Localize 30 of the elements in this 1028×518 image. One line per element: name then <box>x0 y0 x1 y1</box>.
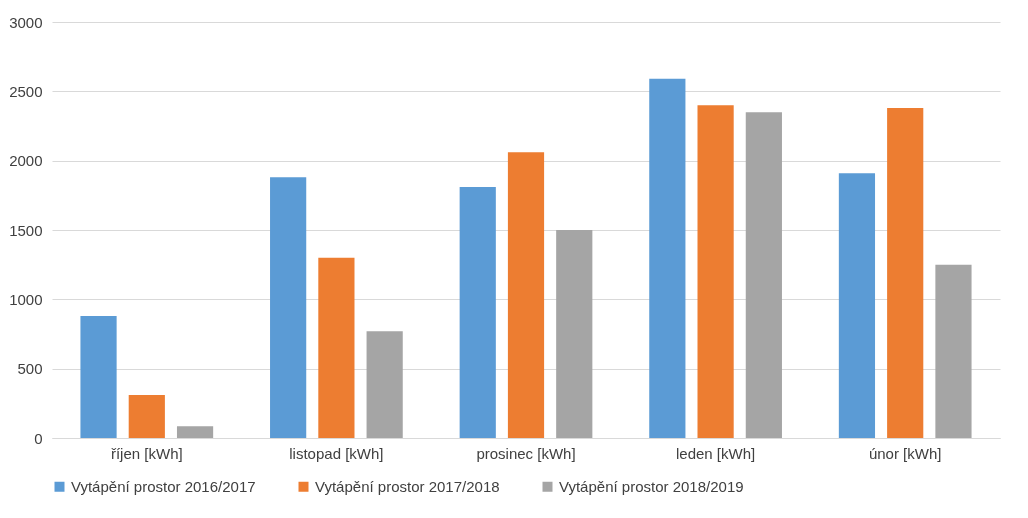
legend-label: Vytápění prostor 2017/2018 <box>315 477 500 495</box>
x-tick-label: listopad [kWh] <box>289 444 384 462</box>
x-tick-label: říjen [kWh] <box>110 444 183 462</box>
y-tick-label: 1000 <box>9 290 43 308</box>
x-tick-label: prosinec [kWh] <box>476 444 576 462</box>
bar <box>128 395 165 438</box>
x-tick-label: únor [kWh] <box>868 444 942 462</box>
y-tick-label: 2500 <box>9 82 43 100</box>
y-tick-label: 2000 <box>9 152 43 170</box>
bar <box>318 257 355 438</box>
y-tick-label: 1500 <box>9 221 43 239</box>
bar <box>459 187 496 438</box>
legend-label: Vytápění prostor 2016/2017 <box>71 477 256 495</box>
y-tick-label: 0 <box>34 429 43 447</box>
x-tick-label: leden [kWh] <box>675 444 756 462</box>
bar <box>366 331 403 438</box>
bar <box>649 78 686 438</box>
y-tick-label: 3000 <box>9 13 43 31</box>
bar <box>745 112 782 438</box>
bar <box>507 152 545 438</box>
bar <box>270 177 307 438</box>
bar <box>697 105 734 438</box>
bar <box>887 107 924 438</box>
bar <box>556 230 593 438</box>
legend-label: Vytápění prostor 2018/2019 <box>559 477 744 495</box>
bar <box>176 426 214 438</box>
y-tick-label: 500 <box>17 360 43 378</box>
bar <box>838 173 876 438</box>
bar <box>935 264 972 438</box>
bar <box>80 315 117 438</box>
